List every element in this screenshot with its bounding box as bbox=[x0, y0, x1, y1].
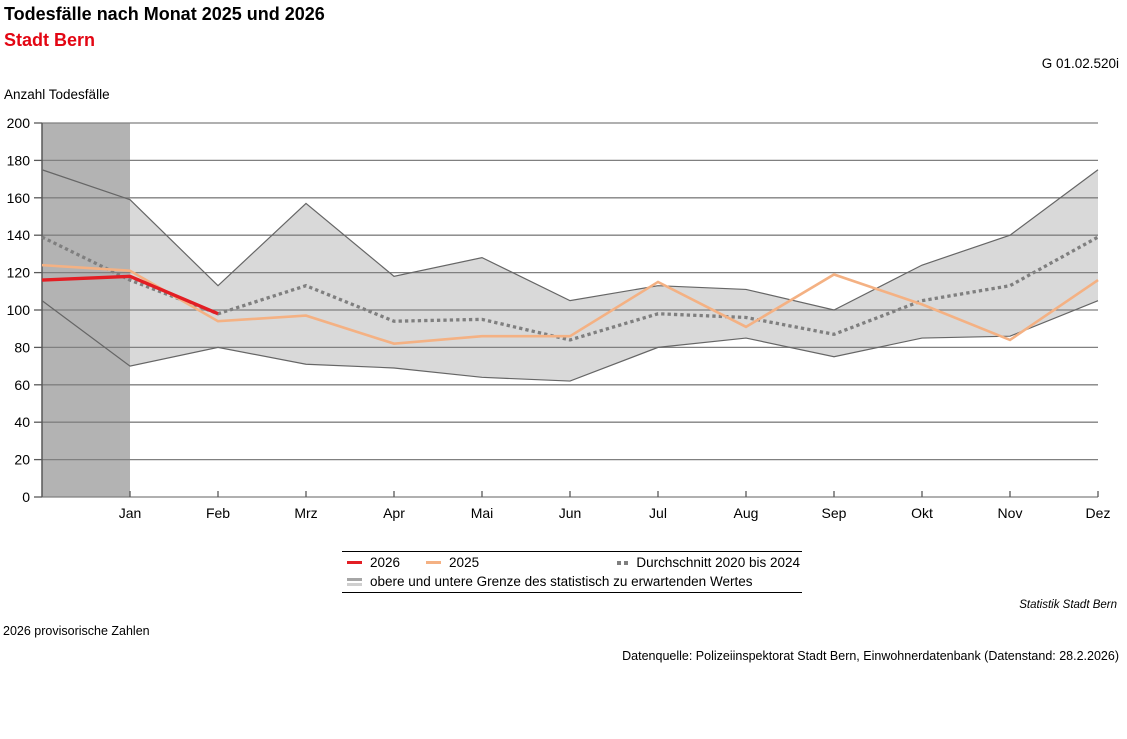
chart-subtitle: Stadt Bern bbox=[4, 30, 96, 50]
legend-label-2025: 2025 bbox=[449, 555, 480, 570]
graph-id: G 01.02.520i bbox=[1041, 56, 1119, 71]
x-tick-label: Dez bbox=[1086, 505, 1111, 521]
series-line-2026 bbox=[41, 274, 219, 316]
x-tick-label: Nov bbox=[998, 505, 1023, 521]
red-line-key-icon bbox=[347, 561, 362, 564]
y-axis-title: Anzahl Todesfälle bbox=[4, 87, 110, 102]
band-lower-edge bbox=[41, 300, 1099, 382]
chart-legend: 2026 2025 Durchschnitt 2020 bis 2024 obe… bbox=[342, 551, 802, 593]
series-line-2025 bbox=[41, 263, 1099, 345]
legend-item-average: Durchschnitt 2020 bis 2024 bbox=[617, 555, 800, 570]
data-source-note: Datenquelle: Polizeiinspektorat Stadt Be… bbox=[622, 649, 1119, 663]
x-tick-label: Jul bbox=[649, 505, 667, 521]
y-tick-label: 140 bbox=[7, 227, 31, 243]
provisional-note: 2026 provisorische Zahlen bbox=[3, 624, 150, 638]
legend-label-2026: 2026 bbox=[370, 555, 401, 570]
stat-band-area bbox=[42, 169, 1098, 382]
x-tick-label: Sep bbox=[822, 505, 847, 521]
x-tick-label: Aug bbox=[734, 505, 759, 521]
y-tick-label: 80 bbox=[14, 339, 30, 355]
y-tick-label: 0 bbox=[22, 489, 30, 505]
legend-row-band: obere und untere Grenze des statistisch … bbox=[342, 572, 802, 591]
x-tick-label: Mrz bbox=[294, 505, 317, 521]
x-tick-label: Apr bbox=[383, 505, 405, 521]
publisher-credit: Statistik Stadt Bern bbox=[1019, 599, 1117, 611]
legend-item-2026: 2026 bbox=[347, 555, 400, 570]
x-tick-label: Jun bbox=[559, 505, 582, 521]
y-tick-label: 200 bbox=[7, 115, 31, 131]
y-tick-label: 180 bbox=[7, 152, 31, 168]
x-tick-label: Feb bbox=[206, 505, 230, 521]
y-tick-label: 60 bbox=[14, 377, 30, 393]
y-tick-label: 40 bbox=[14, 414, 30, 430]
legend-item-2025: 2025 bbox=[426, 555, 479, 570]
legend-item-band: obere und untere Grenze des statistisch … bbox=[347, 574, 752, 589]
legend-row-series: 2026 2025 Durchschnitt 2020 bis 2024 bbox=[342, 553, 802, 572]
legend-label-average: Durchschnitt 2020 bis 2024 bbox=[636, 555, 800, 570]
y-tick-label: 160 bbox=[7, 190, 31, 206]
x-tick-label: Jan bbox=[119, 505, 142, 521]
line-chart: 0 20 40 60 80 100 120 140 160 180 200 Jan Feb Mrz Apr M… bbox=[7, 115, 1111, 521]
x-tick-label: Okt bbox=[911, 505, 933, 521]
y-tick-label: 100 bbox=[7, 302, 31, 318]
y-tick-label: 120 bbox=[7, 265, 31, 281]
y-tick-label: 20 bbox=[14, 452, 30, 468]
band-key-icon bbox=[347, 577, 362, 586]
x-tick-label: Mai bbox=[471, 505, 494, 521]
chart-title: Todesfälle nach Monat 2025 und 2026 bbox=[4, 4, 325, 24]
orange-line-key-icon bbox=[426, 561, 442, 564]
legend-label-band: obere und untere Grenze des statistisch … bbox=[370, 574, 753, 589]
band-upper-edge bbox=[41, 169, 1099, 311]
dotted-line-key-icon bbox=[617, 560, 629, 565]
